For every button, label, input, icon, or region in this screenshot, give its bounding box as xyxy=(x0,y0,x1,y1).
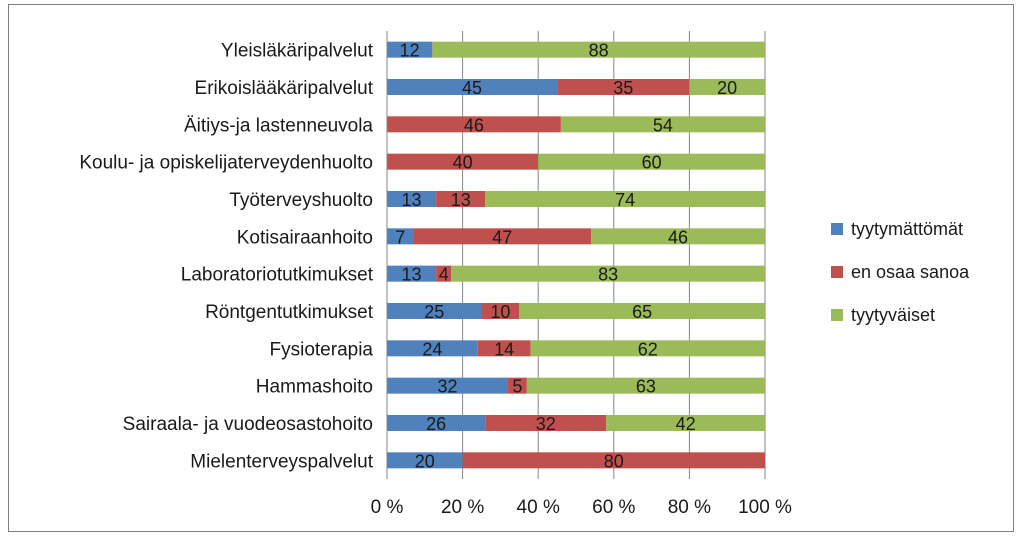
bar-segment xyxy=(557,79,690,95)
bar-segment xyxy=(689,79,765,95)
x-tick-label: 20 % xyxy=(441,497,484,518)
bar-segment xyxy=(387,191,437,207)
data-label: 12 xyxy=(400,41,420,61)
x-tick-label: 60 % xyxy=(592,497,635,518)
data-label: 74 xyxy=(615,190,635,210)
legend-swatch xyxy=(831,309,843,321)
x-tick-label: 80 % xyxy=(668,497,711,518)
bar-segment xyxy=(485,415,607,431)
data-label: 40 xyxy=(453,153,473,173)
bar-segment xyxy=(507,377,527,394)
category-label: Koulu- ja opiskelijaterveydenhuolto xyxy=(79,153,373,174)
bar-segment xyxy=(436,265,452,282)
data-label: 26 xyxy=(426,414,446,434)
legend-swatch xyxy=(831,223,843,235)
bar-segment xyxy=(387,153,539,170)
category-label: Hammashoito xyxy=(256,377,373,398)
data-label: 42 xyxy=(676,414,696,434)
data-label: 32 xyxy=(536,414,556,434)
stacked-bar-chart: Yleisläkäripalvelut Erikoislääkäripalvelu… xyxy=(79,31,970,518)
bar-segment xyxy=(530,340,765,357)
bar-segment xyxy=(387,228,414,245)
category-label: Fysioterapia xyxy=(270,339,374,360)
data-label: 10 xyxy=(490,302,510,322)
bar-segment xyxy=(477,340,531,357)
bar-segment xyxy=(606,415,765,431)
data-label: 7 xyxy=(395,227,405,247)
category-label: Mielenterveyspalvelut xyxy=(190,451,373,472)
bar-segment xyxy=(387,340,478,357)
bar-segment xyxy=(560,116,765,133)
bar-segment xyxy=(387,452,463,469)
data-label: 83 xyxy=(598,265,618,285)
category-label: Äitiys-ja lastenneuvola xyxy=(184,115,373,136)
data-label: 5 xyxy=(512,377,522,397)
category-label: Röntgentutkimukset xyxy=(205,302,374,323)
data-label: 4 xyxy=(439,265,449,285)
data-label: 32 xyxy=(437,377,457,397)
data-label: 88 xyxy=(589,41,609,61)
bar-segment xyxy=(526,377,765,394)
x-tick-label: 100 % xyxy=(738,497,792,518)
data-label: 24 xyxy=(422,339,442,359)
bar-segment xyxy=(387,116,561,133)
data-label: 13 xyxy=(402,265,422,285)
data-label: 63 xyxy=(636,377,656,397)
category-label: Yleisläkäripalvelut xyxy=(221,41,374,62)
bar-segment xyxy=(538,153,765,170)
bar-segment xyxy=(591,228,765,245)
data-label: 13 xyxy=(402,190,422,210)
bar-segment xyxy=(387,303,482,319)
data-label: 47 xyxy=(492,227,512,247)
bar-segment xyxy=(451,265,765,282)
bar-segment xyxy=(413,228,592,245)
bar-segment xyxy=(387,265,437,282)
data-label: 46 xyxy=(668,227,688,247)
category-label: Laboratoriotutkimukset xyxy=(181,265,374,286)
bar-segment xyxy=(387,79,558,95)
data-label: 25 xyxy=(424,302,444,322)
bar-segment xyxy=(432,41,765,58)
legend-label: tyytymättömät xyxy=(851,219,963,239)
bar-segment xyxy=(387,377,508,394)
data-label: 20 xyxy=(717,78,737,98)
data-label: 35 xyxy=(613,78,633,98)
bar-segment xyxy=(481,303,520,319)
legend-label: en osaa sanoa xyxy=(851,262,970,282)
bar-segment xyxy=(462,452,765,469)
data-label: 65 xyxy=(632,302,652,322)
bar-segment xyxy=(519,303,765,319)
legend-label: tyytyväiset xyxy=(851,305,935,325)
bar-segment xyxy=(436,191,486,207)
chart-frame: Yleisläkäripalvelut Erikoislääkäripalvelu… xyxy=(8,4,1014,532)
data-label: 62 xyxy=(638,339,658,359)
x-tick-label: 0 % xyxy=(371,497,404,518)
bar-segment xyxy=(387,41,433,58)
x-tick-label: 40 % xyxy=(517,497,560,518)
data-label: 80 xyxy=(604,451,624,471)
data-label: 45 xyxy=(462,78,482,98)
category-label: Kotisairaanhoito xyxy=(237,227,373,248)
data-label: 20 xyxy=(415,451,435,471)
category-label: Sairaala- ja vuodeosastohoito xyxy=(123,414,373,435)
data-label: 14 xyxy=(494,339,514,359)
data-label: 13 xyxy=(451,190,471,210)
data-label: 54 xyxy=(653,115,673,135)
bar-segment xyxy=(485,191,765,207)
category-label: Erikoislääkäripalvelut xyxy=(195,78,374,99)
data-label: 60 xyxy=(642,153,662,173)
data-label: 46 xyxy=(464,115,484,135)
legend-swatch xyxy=(831,266,843,278)
category-label: Työterveyshuolto xyxy=(229,190,373,211)
bar-segment xyxy=(387,415,486,431)
